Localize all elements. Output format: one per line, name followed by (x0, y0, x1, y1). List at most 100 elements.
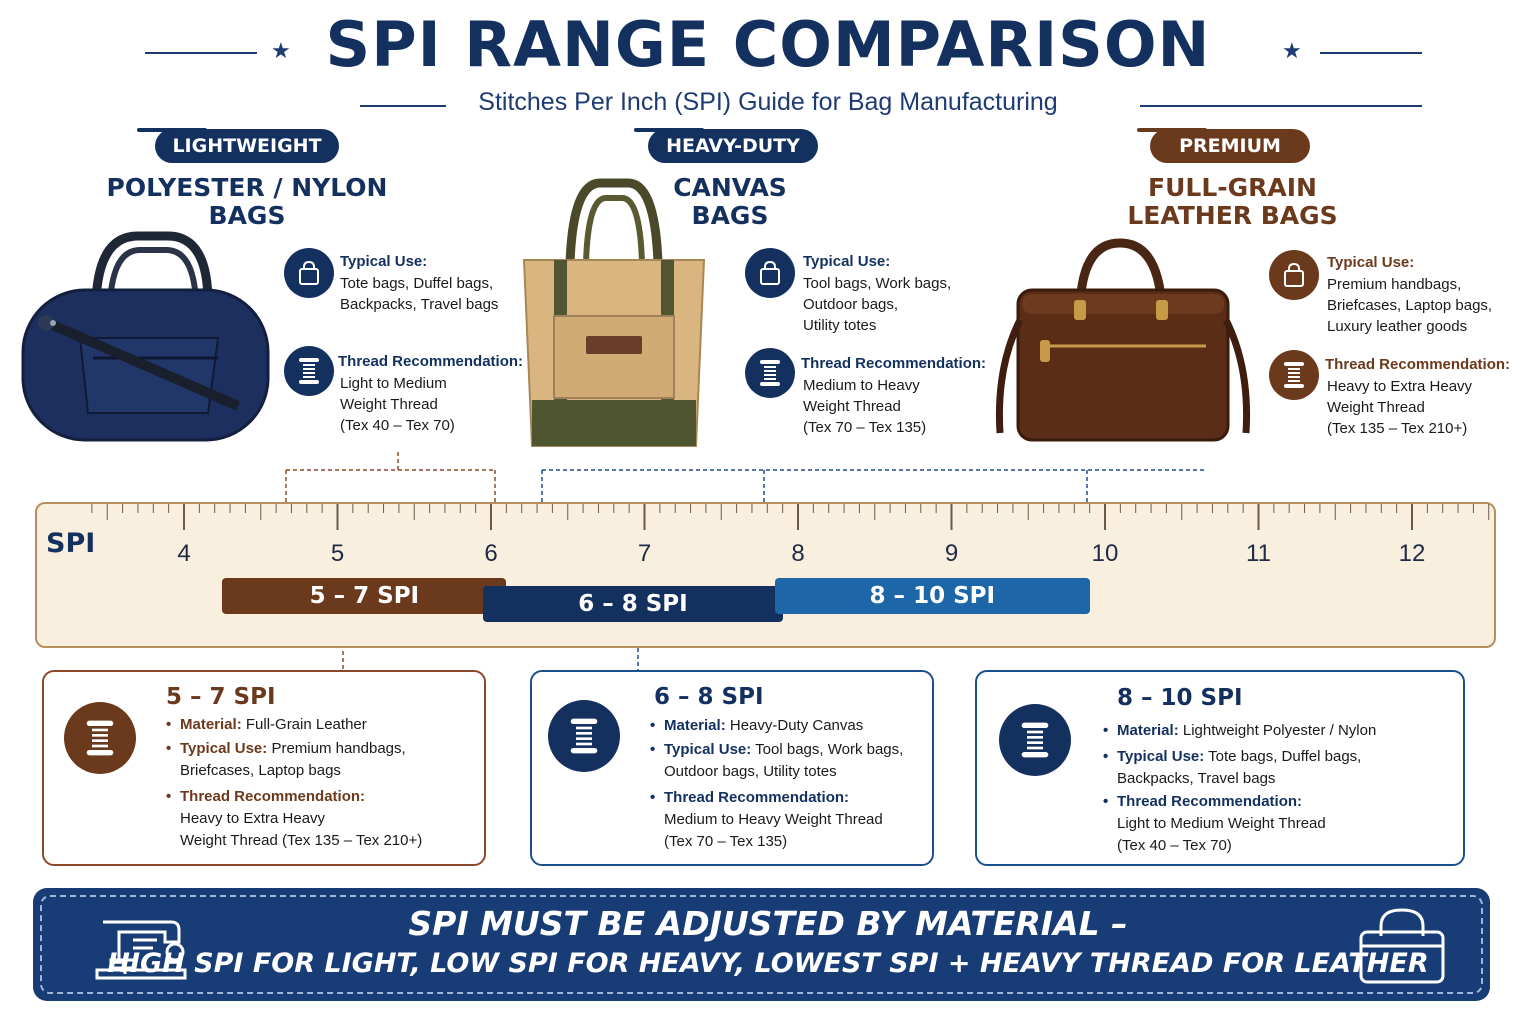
sewing-machine-icon (95, 920, 187, 980)
page-subtitle: Stitches Per Inch (SPI) Guide for Bag Ma… (478, 88, 1058, 116)
material-value: Lightweight Polyester / Nylon (1182, 722, 1377, 739)
ruler-axis-label: SPI (46, 528, 96, 559)
thread-line: Weight Thread (803, 398, 901, 415)
thread-value: Light to Medium Weight Thread (1117, 815, 1326, 832)
ruler-tick-label: 8 (791, 540, 805, 567)
bag-icon (1359, 908, 1445, 984)
thread-line: Weight Thread (1327, 399, 1425, 416)
thread-value: (Tex 70 – Tex 135) (664, 833, 788, 850)
typical-use-line: Briefcases, Laptop bags, (1327, 297, 1493, 314)
footer-banner (33, 888, 1490, 1001)
thread-line: (Tex 70 – Tex 135) (803, 419, 927, 436)
ruler-tick-label: 9 (944, 540, 959, 567)
ruler-tick-label: 6 (484, 540, 498, 567)
material-key: Material: (664, 717, 726, 734)
page-title: SPI RANGE COMPARISON (325, 8, 1211, 81)
thread-value: Medium to Heavy Weight Thread (664, 811, 883, 828)
material-key: Material: (180, 716, 242, 733)
card-thread: • Thread Recommendation: Heavy to Extra H… (166, 786, 422, 852)
ruler-ticks (91, 504, 1490, 530)
banner-headline: SPI MUST BE ADJUSTED BY MATERIAL – (408, 904, 1128, 943)
use-value: Premium handbags, (271, 740, 406, 757)
spool-icon (999, 704, 1071, 776)
badge-lightweight: LIGHTWEIGHT (155, 129, 339, 163)
category-title-polyester: POLYESTER / NYLON BAGS (82, 174, 412, 230)
material-value: Full-Grain Leather (245, 716, 367, 733)
use-value: Outdoor bags, Utility totes (664, 763, 837, 780)
range-bar: 5 – 7 SPI (222, 578, 507, 614)
category-title-line2: LEATHER BAGS (1127, 201, 1338, 230)
typical-use-line: Backpacks, Travel bags (340, 296, 499, 313)
canvas-tote-image (522, 178, 706, 447)
typical-use-label: Typical Use: (1327, 254, 1415, 271)
category-title-line1: CANVAS (673, 173, 787, 202)
badge-heavy-duty: HEAVY-DUTY (648, 129, 818, 163)
typical-use-text: Tool bags, Work bags, Outdoor bags, Util… (803, 273, 951, 336)
typical-use-line: Tote bags, Duffel bags, (340, 275, 494, 292)
typical-use-line: Outdoor bags, (803, 296, 899, 313)
thread-line: Light to Medium (340, 375, 447, 392)
use-value: Briefcases, Laptop bags (180, 762, 341, 779)
bag-icon (745, 248, 795, 298)
use-key: Typical Use: (180, 740, 268, 757)
use-value: Tote bags, Duffel bags, (1208, 748, 1362, 765)
card-material: • Material: Heavy-Duty Canvas (650, 717, 864, 734)
typical-use-text: Premium handbags, Briefcases, Laptop bag… (1327, 274, 1492, 337)
card-thread: • Thread Recommendation: Light to Medium … (1103, 791, 1326, 857)
spool-icon (548, 700, 620, 772)
card-typical-use: • Typical Use: Tool bags, Work bags, Outd… (650, 739, 904, 783)
category-title-canvas: CANVAS BAGS (615, 174, 845, 230)
card-title: 6 – 8 SPI (654, 684, 764, 710)
card-typical-use: • Typical Use: Premium handbags, Briefcas… (166, 738, 406, 782)
ruler-tick-label: 5 (330, 540, 345, 567)
thread-value: Heavy to Extra Heavy (180, 810, 326, 827)
category-title-line2: BAGS (208, 201, 286, 230)
ruler-tick-label: 7 (637, 540, 652, 567)
thread-recommendation-label: Thread Recommendation: (801, 355, 987, 372)
thread-recommendation-text: Heavy to Extra Heavy Weight Thread (Tex … (1327, 376, 1472, 439)
ruler-tick-label: 11 (1246, 540, 1271, 567)
card-8-10-spi: 8 – 10 SPI • Material: Lightweight Polyes… (975, 670, 1465, 866)
banner-subline: HIGH SPI FOR LIGHT, LOW SPI FOR HEAVY, L… (107, 948, 1429, 979)
material-key: Material: (1117, 722, 1179, 739)
use-value: Tool bags, Work bags, (755, 741, 904, 758)
title-rule-left (145, 52, 257, 54)
use-key: Typical Use: (664, 741, 752, 758)
star-icon: ★ (1282, 38, 1302, 63)
use-value: Backpacks, Travel bags (1117, 770, 1276, 787)
card-5-7-spi: 5 – 7 SPI • Material: Full-Grain Leather … (42, 670, 486, 866)
title-rule-right (1320, 52, 1422, 54)
use-key: Typical Use: (1117, 748, 1205, 765)
range-bar: 6 – 8 SPI (483, 586, 783, 622)
bag-icon (284, 248, 334, 298)
category-title-line1: FULL-GRAIN (1148, 173, 1317, 202)
thread-recommendation-label: Thread Recommendation: (338, 353, 524, 370)
card-thread: • Thread Recommendation: Medium to Heavy … (650, 787, 883, 853)
card-6-8-spi: 6 – 8 SPI • Material: Heavy-Duty Canvas •… (530, 670, 934, 866)
ruler-tick-label: 12 (1398, 540, 1426, 567)
spool-icon (284, 346, 334, 396)
typical-use-label: Typical Use: (803, 253, 891, 270)
thread-line: (Tex 40 – Tex 70) (340, 417, 455, 434)
banner-dashed-border (40, 895, 1483, 994)
spool-icon (745, 348, 795, 398)
typical-use-line: Utility totes (803, 317, 877, 334)
leather-briefcase-image (995, 238, 1251, 442)
card-title: 5 – 7 SPI (166, 684, 276, 710)
typical-use-line: Tool bags, Work bags, (803, 275, 952, 292)
thread-line: Heavy to Extra Heavy (1327, 378, 1473, 395)
subtitle-rule-left (360, 105, 446, 107)
thread-key: Thread Recommendation: (664, 789, 850, 806)
ruler-tick-label: 10 (1091, 540, 1119, 567)
ruler-tick-label: 4 (177, 540, 191, 567)
card-title: 8 – 10 SPI (1117, 685, 1243, 711)
typical-use-text: Tote bags, Duffel bags, Backpacks, Trave… (340, 273, 498, 315)
thread-key: Thread Recommendation: (180, 788, 366, 805)
bag-icon (1269, 250, 1319, 300)
spi-ruler (35, 502, 1496, 648)
range-bar: 8 – 10 SPI (774, 578, 1090, 614)
thread-line: Weight Thread (340, 396, 438, 413)
category-title-line1: POLYESTER / NYLON (106, 173, 388, 202)
star-icon: ★ (271, 38, 291, 63)
thread-recommendation-text: Light to Medium Weight Thread (Tex 40 – … (340, 373, 455, 436)
